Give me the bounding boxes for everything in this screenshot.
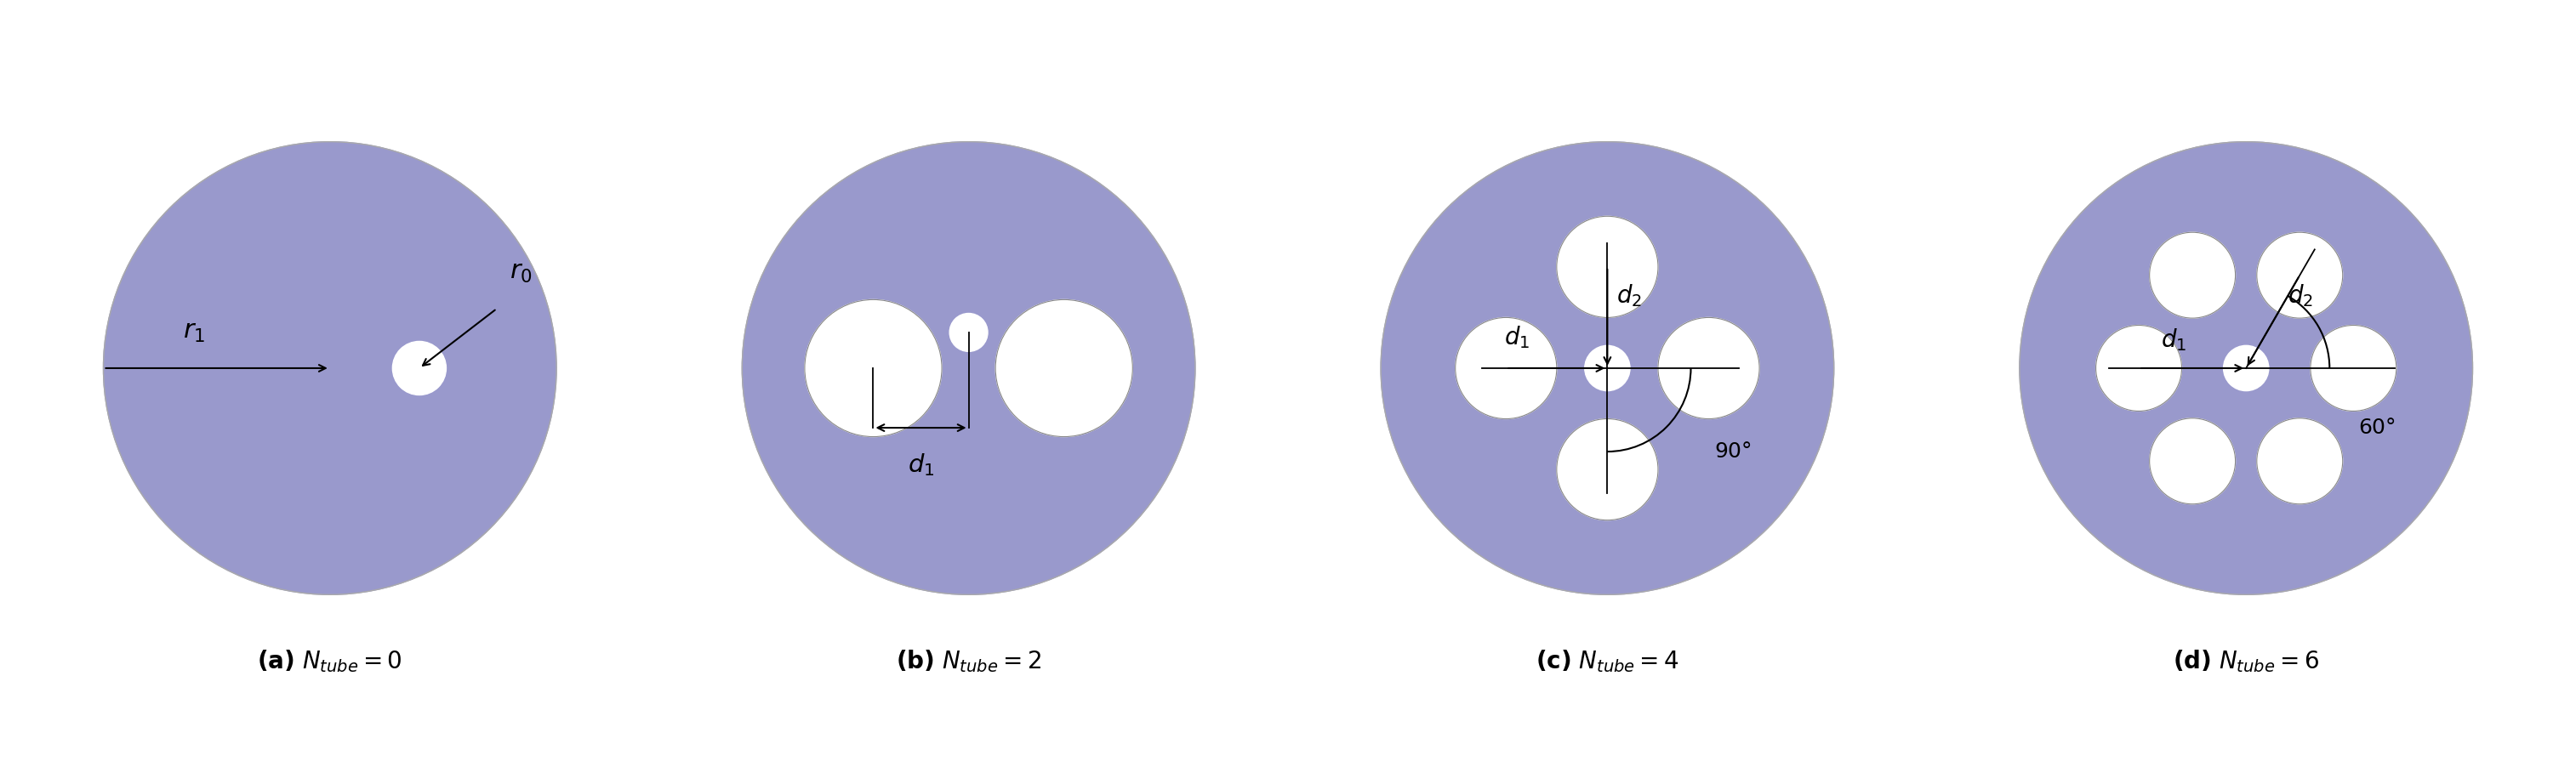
- Text: $d_1$: $d_1$: [2161, 327, 2187, 354]
- Text: $d_2$: $d_2$: [1615, 282, 1641, 309]
- Circle shape: [1556, 216, 1659, 318]
- Text: $\mathbf{(c)}\ \mathit{N}_{tube}=4$: $\mathbf{(c)}\ \mathit{N}_{tube}=4$: [1535, 648, 1680, 674]
- Circle shape: [742, 142, 1195, 594]
- Circle shape: [103, 142, 556, 594]
- Text: $90°$: $90°$: [1713, 441, 1752, 462]
- Circle shape: [1659, 318, 1759, 419]
- Circle shape: [2148, 418, 2236, 504]
- Circle shape: [2223, 346, 2269, 390]
- Circle shape: [2097, 325, 2182, 411]
- Circle shape: [2257, 232, 2342, 318]
- Text: $\mathbf{(b)}\ \mathit{N}_{tube}=2$: $\mathbf{(b)}\ \mathit{N}_{tube}=2$: [896, 648, 1041, 674]
- Text: $r_1$: $r_1$: [183, 320, 206, 344]
- Circle shape: [2148, 232, 2236, 318]
- Circle shape: [2311, 325, 2396, 411]
- Circle shape: [1584, 346, 1631, 390]
- Circle shape: [1381, 142, 1834, 594]
- Circle shape: [392, 341, 446, 395]
- Text: $d_1$: $d_1$: [907, 452, 935, 477]
- Text: $d_1$: $d_1$: [1504, 324, 1530, 350]
- Text: $60°$: $60°$: [2360, 418, 2396, 438]
- Circle shape: [804, 299, 943, 437]
- Circle shape: [2257, 418, 2342, 504]
- Text: $\mathbf{(d)}\ \mathit{N}_{tube}=6$: $\mathbf{(d)}\ \mathit{N}_{tube}=6$: [2174, 648, 2318, 674]
- Text: $\mathbf{(a)}\ \mathit{N}_{tube}=0$: $\mathbf{(a)}\ \mathit{N}_{tube}=0$: [258, 648, 402, 674]
- Circle shape: [2020, 142, 2473, 594]
- Circle shape: [1556, 419, 1659, 520]
- Text: $d_2$: $d_2$: [2287, 282, 2313, 309]
- Circle shape: [994, 299, 1133, 437]
- Circle shape: [1455, 318, 1556, 419]
- Text: $r_0$: $r_0$: [510, 260, 533, 285]
- Circle shape: [951, 314, 987, 351]
